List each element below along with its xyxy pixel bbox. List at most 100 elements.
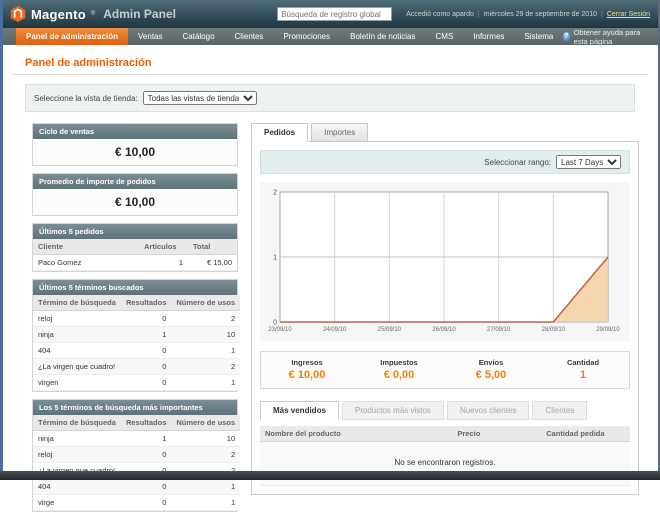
top-header: Magento ® Admin Panel Accedió como apardo… (0, 0, 660, 28)
card-title: Últimos 5 pedidos (33, 224, 237, 239)
last-orders-table: Cliente Artículos Total Paco Gomez 1 € 15,00 (33, 239, 237, 271)
nav-item-cms[interactable]: CMS (435, 32, 454, 41)
help-icon: ? (563, 32, 570, 41)
table-row[interactable]: 404 0 1 (33, 478, 241, 495)
store-view-select[interactable]: Todas las vistas de tienda (142, 91, 257, 105)
orders-chart-container: 0 1 2 23/09/10 24/09/10 25/09/10 26/09/10 27/09… (260, 182, 630, 341)
current-date: miércoles 29 de septiembre de 2010 (483, 10, 597, 18)
card-title: Últimos 5 términos buscados (33, 280, 237, 295)
svg-text:1: 1 (273, 255, 277, 262)
chart-tabs: Pedidos Importes (251, 123, 639, 142)
table-row[interactable]: reloj 0 2 (33, 446, 241, 463)
table-header-row: Nombre del producto Precio Cantidad pedida (260, 426, 630, 442)
nav-item-ventas[interactable]: Ventas (138, 32, 163, 41)
svg-text:25/09/10: 25/09/10 (378, 327, 402, 333)
last-search-terms-card: Últimos 5 términos buscados Término de b… (32, 279, 241, 392)
user-info: Accedió como apardo | miércoles 29 de se… (406, 11, 650, 18)
title-divider (12, 74, 648, 75)
range-select[interactable]: Last 7 Days (556, 155, 621, 169)
card-title: Promedio de importe de pedidos (33, 174, 237, 189)
nav-item-promociones[interactable]: Promociones (283, 32, 331, 41)
brand-name: Magento (31, 6, 86, 22)
column-header: Número de usos (171, 295, 241, 311)
svg-text:24/09/10: 24/09/10 (323, 327, 347, 333)
nav-item-catalogo[interactable]: Catálogo (182, 32, 215, 41)
total-label: Impuestos (380, 358, 418, 367)
svg-text:2: 2 (273, 190, 277, 197)
table-row[interactable]: ninja 1 10 (33, 430, 241, 447)
tab-nuevos-clientes: Nuevos clientes (446, 401, 530, 420)
store-view-label: Seleccione la vista de tienda: (34, 93, 138, 103)
window-edge-right (658, 0, 660, 480)
help-label: Obtener ayuda para esta página (573, 27, 641, 46)
dashboard-panel: Seleccionar rango: Last 7 Days 0 1 2 23/09/… (251, 141, 639, 495)
tab-pedidos[interactable]: Pedidos (251, 123, 309, 142)
total-ingresos: Ingresos € 10,00 (261, 358, 353, 381)
nav-item-dashboard[interactable]: Panel de administración (16, 28, 129, 45)
column-header: Resultados (120, 415, 172, 431)
tab-clientes: Clientes (532, 401, 588, 420)
range-bar: Seleccionar rango: Last 7 Days (260, 150, 630, 174)
separator: | (477, 10, 480, 18)
svg-text:28/09/10: 28/09/10 (542, 327, 566, 333)
table-header-row: Cliente Artículos Total (33, 239, 237, 255)
table-row[interactable]: 404 0 1 (33, 342, 241, 359)
total-value: € 5,00 (475, 369, 507, 381)
page-title: Panel de administración (25, 57, 152, 69)
average-orders-card: Promedio de importe de pedidos € 10,00 (32, 173, 238, 216)
magento-logo: Magento ® Admin Panel (10, 6, 176, 22)
table-row[interactable]: virgen 0 1 (33, 374, 241, 391)
window-edge-left (0, 0, 3, 480)
last-search-terms-table: Término de búsqueda Resultados Número de u… (33, 295, 241, 391)
main-nav: Panel de administración Ventas Catálogo … (0, 27, 660, 46)
card-title: Los 5 términos de búsqueda más important… (33, 400, 237, 415)
lifetime-sales-value: € 10,00 (33, 139, 237, 165)
column-header: Total (188, 239, 237, 255)
total-impuestos: Impuestos € 0,00 (353, 358, 445, 381)
content-area: Panel de administración Seleccione la vi… (0, 45, 660, 519)
total-envios: Envíos € 5,00 (445, 358, 537, 381)
tab-importes[interactable]: Importes (311, 123, 369, 142)
top-search-terms-table: Término de búsqueda Resultados Número de u… (33, 415, 241, 511)
total-value: 1 (579, 369, 587, 381)
table-row[interactable]: Paco Gomez 1 € 15,00 (33, 254, 237, 271)
svg-text:23/09/10: 23/09/10 (268, 327, 292, 333)
column-header: Número de usos (171, 415, 241, 431)
logout-link[interactable]: Cerrar Sesión (606, 10, 650, 18)
table-header-row: Término de búsqueda Resultados Número de u… (33, 295, 241, 311)
lifetime-sales-card: Ciclo de ventas € 10,00 (32, 123, 238, 166)
column-header: Nombre del producto (260, 426, 453, 442)
total-label: Ingresos (291, 358, 323, 367)
right-column: Pedidos Importes Seleccionar rango: Last… (251, 123, 639, 495)
table-header-row: Término de búsqueda Resultados Número de u… (33, 415, 241, 431)
dashboard-columns: Ciclo de ventas € 10,00 Promedio de impo… (32, 123, 660, 519)
magento-logo-icon (10, 6, 26, 22)
tab-mas-vendidos[interactable]: Más vendidos (260, 401, 339, 420)
svg-text:29/09/10: 29/09/10 (596, 327, 620, 333)
nav-item-informes[interactable]: Informes (473, 32, 505, 41)
nav-item-clientes[interactable]: Clientes (234, 32, 264, 41)
left-column: Ciclo de ventas € 10,00 Promedio de impo… (32, 123, 241, 519)
table-row[interactable]: virge 0 1 (33, 494, 241, 511)
separator: | (600, 10, 603, 18)
nav-item-boletin[interactable]: Boletín de noticias (350, 32, 416, 41)
total-label: Envíos (478, 358, 504, 367)
column-header: Término de búsqueda (33, 295, 121, 311)
table-row[interactable]: reloj 0 2 (33, 310, 241, 327)
help-link[interactable]: ? Obtener ayuda para esta página (563, 27, 660, 46)
table-row[interactable]: ninja 1 10 (33, 326, 241, 343)
orders-chart: 0 1 2 23/09/10 24/09/10 25/09/10 26/09/10 27/09… (268, 190, 620, 334)
column-header: Cantidad pedida (541, 426, 630, 442)
global-search-input[interactable] (277, 7, 393, 21)
bottom-bar (0, 471, 660, 480)
tab-productos-mas-vistos: Productos más vistos (341, 401, 444, 420)
svg-text:27/09/10: 27/09/10 (487, 327, 511, 333)
brand-trademark: ® (90, 11, 96, 17)
nav-item-sistema[interactable]: Sistema (524, 32, 554, 41)
total-value: € 0,00 (383, 369, 415, 381)
last-orders-card: Últimos 5 pedidos Cliente Artículos Total P… (32, 223, 238, 272)
store-view-bar: Seleccione la vista de tienda: Todas las… (25, 84, 635, 112)
svg-text:26/09/10: 26/09/10 (432, 327, 456, 333)
